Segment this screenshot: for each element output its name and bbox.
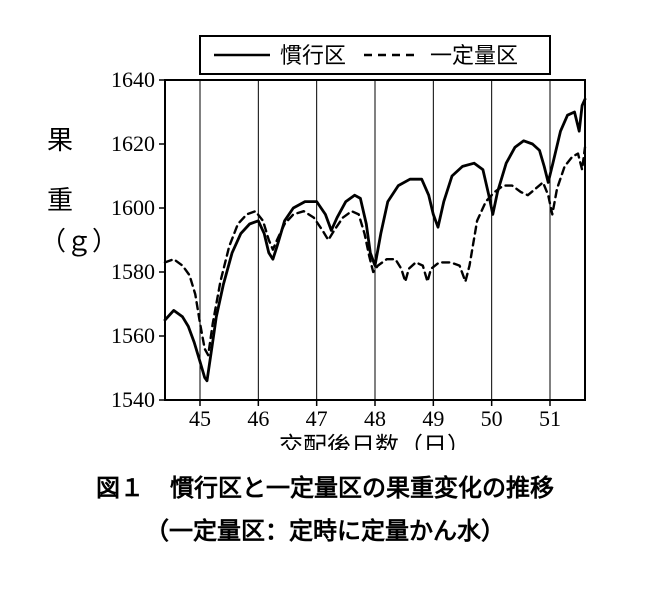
- svg-text:46: 46: [247, 406, 269, 431]
- chart-svg: 1540 1560 1580 1600 1620 1640 45 46 47 48 49 50 51 交配…: [45, 20, 605, 450]
- svg-text:48: 48: [364, 406, 386, 431]
- svg-text:1640: 1640: [111, 67, 155, 92]
- svg-text:1620: 1620: [111, 131, 155, 156]
- svg-text:1600: 1600: [111, 195, 155, 220]
- svg-text:1560: 1560: [111, 323, 155, 348]
- svg-text:50: 50: [481, 406, 503, 431]
- ylabel-char: 果: [40, 120, 80, 162]
- ylabel-char: （ｇ）: [40, 221, 80, 263]
- svg-text:一定量区: 一定量区: [430, 43, 518, 68]
- svg-text:47: 47: [306, 406, 328, 431]
- y-axis-label: 果 重 （ｇ）: [40, 120, 80, 263]
- figure-caption: 図１ 慣行区と一定量区の果重変化の推移 （一定量区：定時に定量かん水）: [20, 468, 630, 554]
- caption-label: 図１: [96, 476, 144, 502]
- svg-text:交配後日数（日）: 交配後日数（日）: [279, 433, 471, 450]
- svg-text:45: 45: [189, 406, 211, 431]
- caption-text: 慣行区と一定量区の果重変化の推移: [170, 476, 554, 502]
- chart-container: 果 重 （ｇ） 15401560158016001620164045464748…: [45, 20, 605, 450]
- svg-text:1540: 1540: [111, 387, 155, 412]
- svg-text:49: 49: [422, 406, 444, 431]
- svg-text:1580: 1580: [111, 259, 155, 284]
- ylabel-char: 重: [40, 180, 80, 222]
- caption-text-2: （一定量区：定時に定量かん水）: [20, 511, 630, 554]
- svg-text:慣行区: 慣行区: [280, 43, 346, 68]
- svg-text:51: 51: [539, 406, 561, 431]
